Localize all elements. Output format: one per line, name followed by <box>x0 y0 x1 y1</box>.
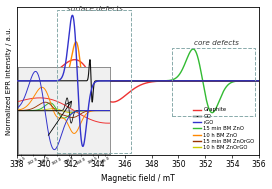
Bar <box>172 48 255 116</box>
Text: core defects: core defects <box>194 40 239 46</box>
X-axis label: Magnetic field / mT: Magnetic field / mT <box>101 174 175 184</box>
Y-axis label: Normalized EPR intensity / a.u.: Normalized EPR intensity / a.u. <box>5 27 11 135</box>
Legend: Graphite, GO, rGO, 15 min BM ZnO, 10 h BM ZnO, 15 min BM ZnOrGO, 10 h BM ZnOrGO: Graphite, GO, rGO, 15 min BM ZnO, 10 h B… <box>191 105 256 152</box>
Bar <box>57 10 131 153</box>
Text: surface defects: surface defects <box>67 6 123 12</box>
